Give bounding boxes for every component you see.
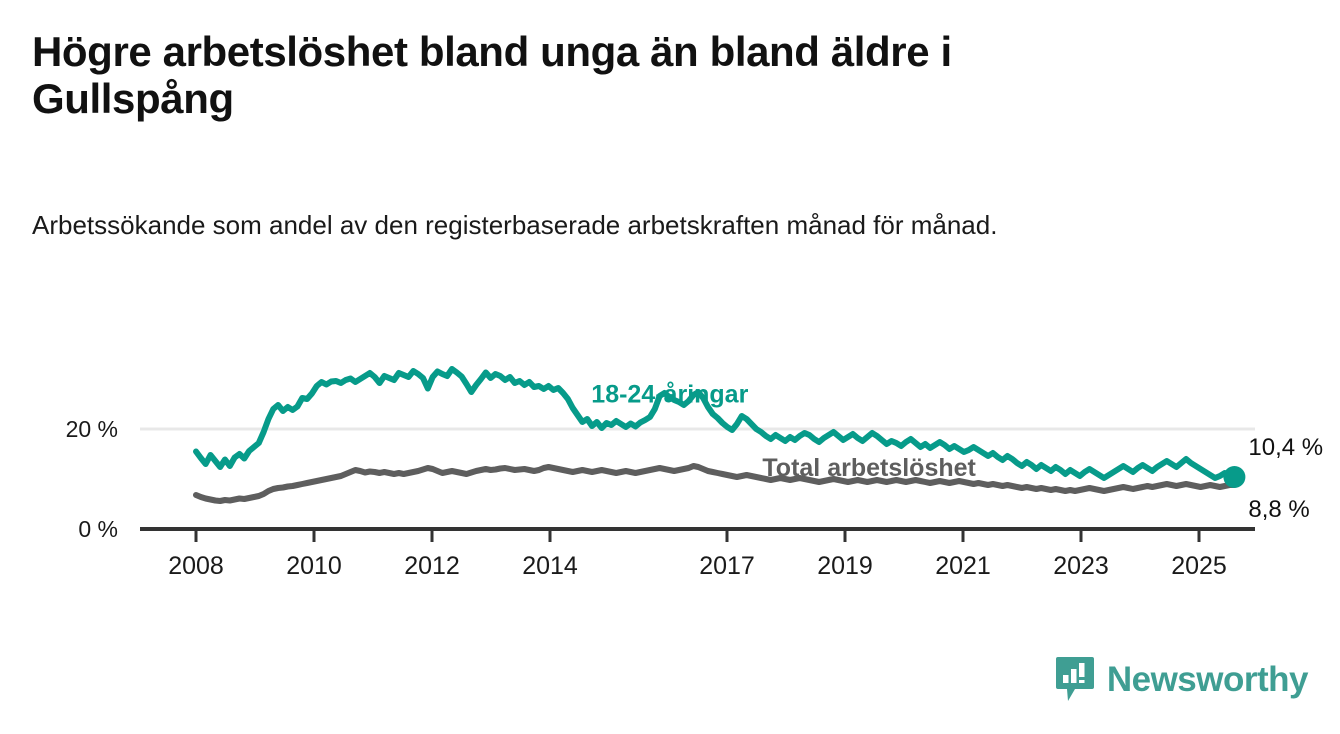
series-end-markers (1223, 466, 1246, 488)
y-tick-label: 0 % (78, 516, 118, 542)
page-subtitle: Arbetssökande som andel av den registerb… (32, 210, 998, 240)
x-tick-label: 2019 (817, 552, 873, 580)
x-tick-label: 2008 (168, 552, 224, 580)
x-tick-label: 2017 (699, 552, 755, 580)
x-tick-label: 2023 (1053, 552, 1109, 580)
line-chart: 0 % 20 % 2008 2010 2012 2014 2017 2019 2021 2023… (0, 320, 1340, 590)
newsworthy-logo[interactable]: Newsworthy (1055, 656, 1309, 702)
x-axis-ticks (194, 529, 1201, 542)
y-axis-tick-labels: 0 % 20 % (66, 416, 118, 542)
x-tick-label: 2025 (1171, 552, 1227, 580)
bar-chart-pin-icon (1055, 657, 1094, 701)
series-end-labels: 10,4 % 8,8 % (1248, 434, 1323, 523)
end-label-total: 8,8 % (1248, 496, 1309, 523)
logo-wordmark: Newsworthy (1106, 659, 1309, 699)
page-title: Högre arbetslöshet bland unga än bland ä… (32, 28, 952, 123)
x-tick-label: 2012 (404, 552, 460, 580)
series-line-total (193, 463, 1238, 504)
x-tick-label: 2010 (286, 552, 342, 580)
series-line-youth (193, 366, 1238, 481)
x-axis-tick-labels: 2008 2010 2012 2014 2017 2019 2021 2023 2025 (168, 552, 1227, 580)
y-tick-label: 20 % (66, 416, 118, 442)
series-end-marker (1223, 466, 1246, 488)
series-inline-labels: 18-24-åringar Total arbetslöshet (591, 381, 976, 483)
series-lines (193, 366, 1238, 504)
series-label-youth: 18-24-åringar (591, 381, 748, 409)
end-label-youth: 10,4 % (1248, 434, 1323, 461)
x-tick-label: 2014 (522, 552, 578, 580)
x-tick-label: 2021 (935, 552, 991, 580)
chart-svg: 0 % 20 % 2008 2010 2012 2014 2017 2019 2021 2023… (66, 366, 1323, 580)
series-label-total: Total arbetslöshet (762, 454, 976, 482)
